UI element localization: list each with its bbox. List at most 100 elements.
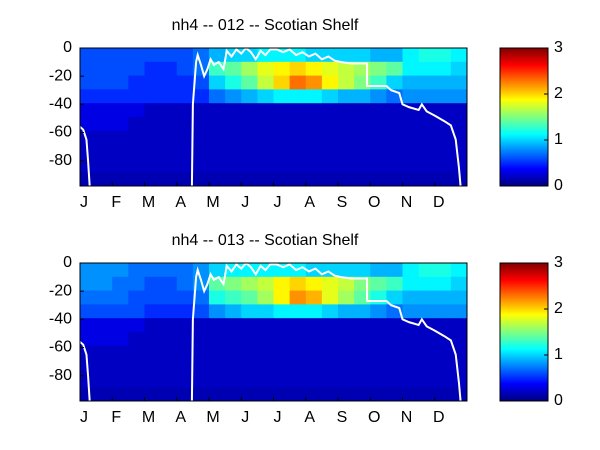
x-tick-label: M: [142, 409, 155, 426]
heatmap-cell: [289, 75, 307, 90]
heatmap-cell: [192, 263, 210, 278]
heatmap-cell: [225, 290, 242, 305]
heatmap-cell: [209, 48, 226, 63]
heatmap-cell: [160, 117, 178, 132]
heatmap-cell: [112, 103, 129, 118]
heatmap-cell: [160, 75, 178, 90]
heatmap-cell: [450, 276, 468, 292]
heatmap-cell: [209, 304, 226, 319]
y-tick-label: -20: [49, 282, 72, 299]
heatmap-cell: [176, 373, 194, 388]
heatmap-cell: [370, 290, 387, 305]
heatmap-cell: [176, 117, 194, 132]
heatmap-cell: [434, 332, 452, 347]
heatmap-cell: [160, 61, 178, 77]
heatmap-cell: [128, 117, 145, 132]
heatmap-cell: [257, 345, 274, 361]
heatmap-cell: [386, 48, 403, 63]
heatmap-cell: [321, 304, 339, 319]
heatmap-cell: [128, 263, 145, 278]
heatmap-cell: [176, 387, 194, 402]
heatmap-cell: [257, 117, 274, 132]
heatmap-cell: [225, 387, 242, 402]
heatmap-cell: [338, 61, 355, 77]
colorbar-tick-label: 3: [554, 39, 563, 56]
heatmap-cell: [305, 130, 323, 146]
heatmap-cell: [128, 345, 145, 361]
heatmap-cell: [370, 144, 387, 159]
heatmap-cell: [450, 48, 468, 63]
heatmap-cell: [144, 304, 162, 319]
x-tick-label: J: [274, 194, 282, 211]
heatmap-cell: [144, 332, 162, 347]
heatmap-cell: [273, 172, 291, 187]
heatmap-cell: [112, 318, 129, 333]
heatmap-cell: [386, 263, 403, 278]
x-tick-label: S: [337, 194, 348, 211]
heatmap-cell: [209, 89, 226, 104]
x-tick-label: N: [401, 409, 413, 426]
heatmap-cell: [434, 75, 452, 90]
heatmap-cell: [402, 359, 420, 374]
heatmap-cell: [370, 89, 387, 104]
heatmap-cell: [450, 304, 468, 319]
colorbar-tick-label: 2: [554, 85, 563, 102]
chart-title: nh4 -- 013 -- Scotian Shelf: [172, 232, 359, 249]
x-tick-label: A: [304, 409, 315, 426]
heatmap-cell: [257, 61, 274, 77]
heatmap-cell: [434, 61, 452, 77]
heatmap-cell: [176, 172, 194, 187]
heatmap-cell: [289, 318, 307, 333]
heatmap-cell: [176, 89, 194, 104]
x-tick-label: O: [368, 409, 380, 426]
heatmap-cell: [289, 359, 307, 374]
heatmap-cell: [418, 144, 436, 159]
heatmap-cell: [338, 75, 355, 90]
heatmap-cell: [144, 359, 162, 374]
heatmap-cell: [418, 172, 436, 187]
heatmap-cell: [402, 332, 420, 347]
heatmap-cell: [176, 345, 194, 361]
heatmap-cell: [402, 345, 420, 361]
heatmap-cell: [80, 290, 97, 305]
heatmap-cell: [338, 172, 355, 187]
heatmap-cell: [128, 48, 145, 63]
heatmap-cell: [321, 130, 339, 146]
heatmap-cell: [176, 130, 194, 146]
heatmap-cell: [225, 359, 242, 374]
heatmap-cell: [241, 332, 258, 347]
heatmap-cell: [338, 89, 355, 104]
heatmap-cell: [321, 117, 339, 132]
heatmap-cell: [209, 172, 226, 187]
heatmap-cell: [144, 318, 162, 333]
heatmap-cell: [354, 359, 371, 374]
heatmap-cell: [338, 144, 355, 159]
heatmap-cell: [176, 103, 194, 118]
heatmap-cell: [402, 304, 420, 319]
heatmap-cell: [225, 345, 242, 361]
heatmap-cell: [144, 158, 162, 173]
heatmap-cell: [321, 89, 339, 104]
heatmap-cell: [96, 387, 113, 402]
heatmap-cell: [112, 117, 129, 132]
heatmap-cell: [160, 172, 178, 187]
heatmap-cell: [209, 332, 226, 347]
heatmap-cell: [354, 144, 371, 159]
heatmap-cell: [321, 172, 339, 187]
heatmap-cell: [289, 61, 307, 77]
heatmap-cell: [354, 318, 371, 333]
heatmap-cell: [338, 373, 355, 388]
heatmap-cell: [370, 103, 387, 118]
heatmap-cell: [96, 103, 113, 118]
heatmap-cell: [418, 359, 436, 374]
heatmap-cell: [209, 345, 226, 361]
heatmap-cell: [273, 158, 291, 173]
heatmap-cell: [434, 345, 452, 361]
heatmap-cell: [434, 117, 452, 132]
heatmap-cell: [418, 117, 436, 132]
heatmap-cell: [386, 290, 403, 305]
x-tick-label: J: [241, 194, 249, 211]
heatmap-cell: [192, 332, 210, 347]
heatmap-cell: [273, 130, 291, 146]
